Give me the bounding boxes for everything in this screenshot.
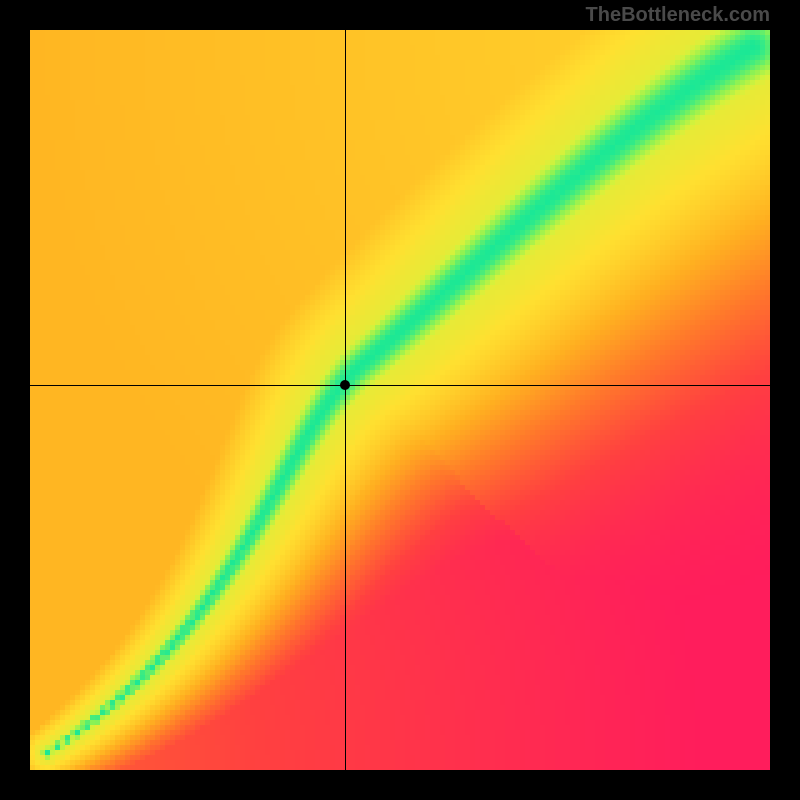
chart-container: TheBottleneck.com [0,0,800,800]
center-marker-dot [340,380,350,390]
watermark-text: TheBottleneck.com [586,4,770,27]
heatmap-canvas [30,30,770,770]
crosshair-vertical [345,30,346,770]
crosshair-horizontal [30,385,770,386]
heatmap-plot-area [30,30,770,770]
